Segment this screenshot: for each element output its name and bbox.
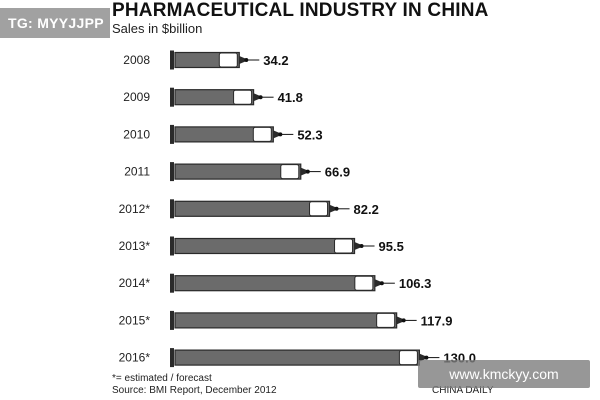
year-label: 2008 bbox=[123, 53, 150, 67]
bar-needle-hub bbox=[278, 132, 283, 137]
bar-needle-hub bbox=[359, 244, 364, 248]
year-label: 2014* bbox=[119, 276, 151, 290]
footnote: *= estimated / forecast bbox=[112, 373, 212, 384]
bar-barrel bbox=[174, 237, 356, 255]
bar-needle-hub bbox=[244, 58, 249, 62]
bar-plunger-tip bbox=[233, 89, 253, 105]
bar-needle-hub bbox=[305, 169, 310, 174]
plunger-handle bbox=[170, 348, 174, 368]
bar-nozzle bbox=[239, 56, 246, 64]
bar-nozzle bbox=[374, 279, 381, 288]
credit-china-daily: CHINA DAILY bbox=[432, 385, 494, 396]
year-label: 2011 bbox=[124, 165, 150, 179]
year-label: 2013* bbox=[119, 239, 151, 253]
plunger-handle bbox=[170, 162, 174, 182]
plunger-handle bbox=[170, 50, 174, 70]
chart-subtitle: Sales in $billion bbox=[112, 21, 203, 36]
bar-barrel bbox=[174, 312, 398, 329]
year-label: 2009 bbox=[123, 90, 150, 104]
bar-nozzle bbox=[419, 353, 426, 362]
plunger-handle bbox=[170, 199, 174, 219]
syringe-bar-2009: 2009 41.8 bbox=[123, 87, 303, 107]
plunger-handle bbox=[170, 273, 174, 293]
syringe-bar-2011: 2011 66.9 bbox=[124, 162, 350, 182]
bar-nozzle bbox=[273, 130, 280, 139]
bar-plunger-tip bbox=[309, 201, 329, 217]
bar-barrel bbox=[174, 200, 331, 217]
bar-needle-hub bbox=[334, 206, 339, 211]
bar-barrel bbox=[174, 275, 376, 292]
source-note: Source: BMI Report, December 2012 bbox=[112, 385, 277, 396]
bar-needle-hub bbox=[379, 281, 384, 286]
bar-plunger-tip bbox=[376, 312, 396, 328]
year-label: 2012* bbox=[119, 202, 151, 216]
bar-nozzle bbox=[300, 167, 307, 176]
syringe-bar-2008: 2008 34.2 bbox=[123, 50, 289, 70]
bar-barrel bbox=[174, 349, 420, 366]
bar-needle-hub bbox=[401, 318, 406, 323]
bar-plunger-tip bbox=[252, 126, 272, 142]
value-label: 52.3 bbox=[297, 127, 322, 142]
syringe-bar-2014: 2014* 106.3 bbox=[119, 273, 432, 293]
bar-needle-hub bbox=[424, 355, 429, 360]
plunger-handle bbox=[170, 87, 174, 107]
value-label: 82.2 bbox=[354, 202, 379, 217]
value-label: 41.8 bbox=[278, 90, 303, 105]
syringe-bar-2015: 2015* 117.9 bbox=[119, 310, 453, 330]
bar-needle-hub bbox=[258, 95, 263, 100]
year-label: 2016* bbox=[119, 351, 151, 365]
chart-title: PHARMACEUTICAL INDUSTRY IN CHINA bbox=[112, 0, 489, 21]
bar-nozzle bbox=[253, 93, 260, 102]
syringe-bar-2013: 2013* 95.5 bbox=[119, 236, 404, 256]
year-label: 2015* bbox=[119, 313, 151, 327]
bar-plunger-tip bbox=[334, 238, 354, 254]
value-label: 95.5 bbox=[379, 239, 404, 254]
plunger-handle bbox=[170, 124, 174, 144]
syringe-bar-2016: 2016* 130.0 bbox=[119, 348, 476, 368]
plunger-handle bbox=[170, 310, 174, 330]
value-label: 117.9 bbox=[421, 313, 453, 328]
bar-nozzle bbox=[329, 204, 336, 213]
value-label: 106.3 bbox=[399, 276, 432, 291]
value-label: 66.9 bbox=[325, 165, 350, 180]
year-label: 2010 bbox=[123, 127, 150, 141]
bar-plunger-tip bbox=[354, 275, 374, 291]
plunger-handle bbox=[170, 236, 174, 256]
bar-plunger-tip bbox=[398, 350, 418, 366]
bar-plunger-tip bbox=[218, 52, 238, 68]
bar-nozzle bbox=[396, 316, 403, 325]
bar-nozzle bbox=[354, 242, 361, 250]
watermark-bottom-right: www.kmckyy.com bbox=[418, 360, 590, 388]
value-label: 34.2 bbox=[263, 53, 288, 68]
bar-plunger-tip bbox=[280, 164, 300, 180]
syringe-bar-2012: 2012* 82.2 bbox=[119, 199, 379, 219]
syringe-bar-2010: 2010 52.3 bbox=[123, 124, 323, 144]
watermark-top-left: TG: MYYJJPP bbox=[0, 8, 110, 38]
